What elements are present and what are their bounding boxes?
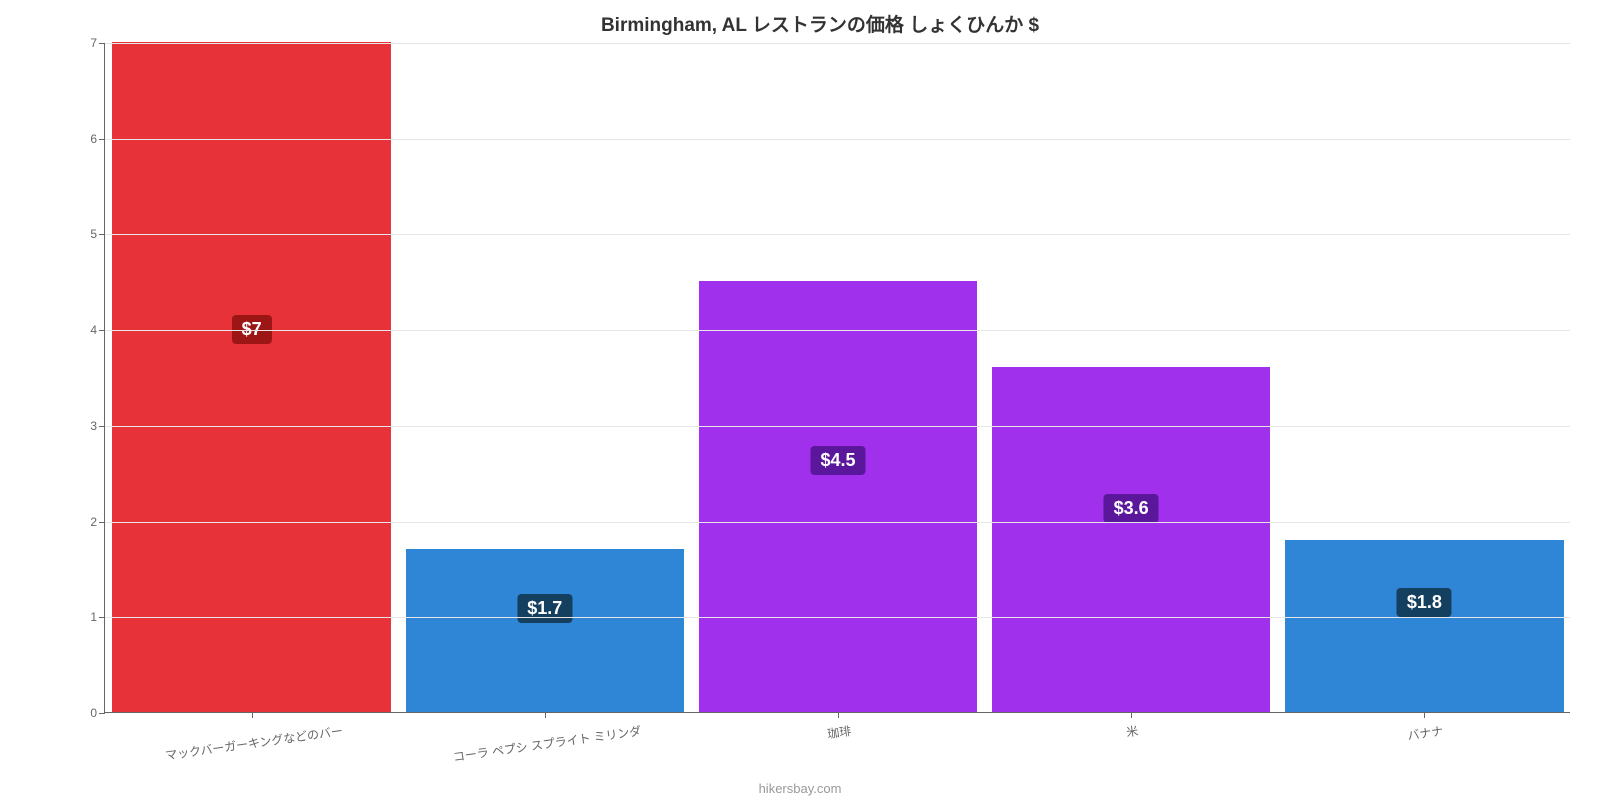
bar-slot: $1.7: [398, 43, 691, 712]
bar-slot: $7: [105, 43, 398, 712]
xtick-label: バナナ: [1407, 722, 1445, 744]
xtick-label: マックバーガーキングなどのバー: [164, 722, 344, 764]
xtick-label: コーラ ペプシ スプライト ミリンダ: [452, 722, 643, 765]
ytick-label: 5: [90, 227, 105, 241]
price-bar-chart: Birmingham, AL レストランの価格 しょくひんか $ $7$1.7$…: [70, 10, 1570, 770]
plot-area: $7$1.7$4.5$3.6$1.8 01234567マックバーガーキングなどの…: [104, 43, 1570, 713]
ytick-label: 0: [90, 706, 105, 720]
bars-layer: $7 $1.7 $4.5 $3.6 $1.8: [105, 43, 1570, 712]
ytick-label: 3: [90, 419, 105, 433]
bar-slot: $3.6: [985, 43, 1278, 712]
source-credit: hikersbay.com: [759, 781, 842, 796]
bar: $7: [112, 42, 391, 712]
bar: $1.7: [406, 549, 685, 712]
ytick-label: 6: [90, 132, 105, 146]
bar: $3.6: [992, 367, 1271, 712]
bar-slot: $4.5: [691, 43, 984, 712]
xtick-mark: [838, 712, 839, 718]
xtick-label: 珈琲: [826, 722, 852, 742]
ytick-label: 7: [90, 36, 105, 50]
ytick-label: 4: [90, 323, 105, 337]
value-badge: $3.6: [1104, 494, 1159, 523]
xtick-label: 米: [1125, 722, 1139, 741]
value-badge: $4.5: [810, 446, 865, 475]
value-badge: $1.7: [517, 594, 572, 623]
ytick-label: 2: [90, 515, 105, 529]
xtick-mark: [545, 712, 546, 718]
bar: $1.8: [1285, 540, 1564, 712]
xtick-mark: [1131, 712, 1132, 718]
xtick-mark: [252, 712, 253, 718]
xtick-mark: [1424, 712, 1425, 718]
value-badge: $7: [232, 315, 272, 344]
value-badge: $1.8: [1397, 588, 1452, 617]
bar: $4.5: [699, 281, 978, 712]
ytick-label: 1: [90, 610, 105, 624]
chart-title: Birmingham, AL レストランの価格 しょくひんか $: [70, 10, 1570, 37]
bar-slot: $1.8: [1278, 43, 1571, 712]
